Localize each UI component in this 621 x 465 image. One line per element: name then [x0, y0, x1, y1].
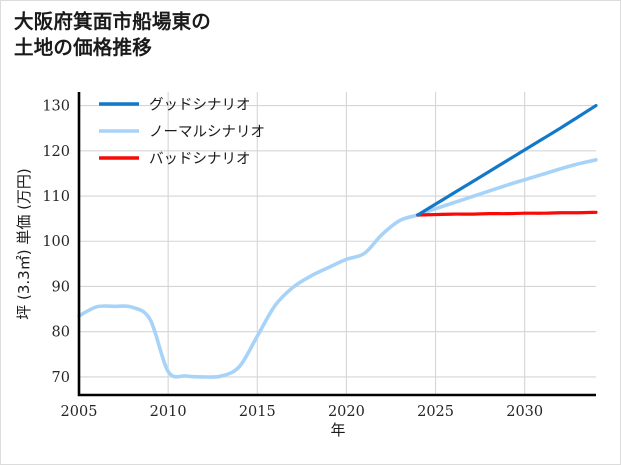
x-tick-label: 2005	[61, 404, 98, 420]
x-tick-label: 2025	[417, 404, 454, 420]
y-tick-label: 110	[42, 189, 70, 205]
y-tick-label: 130	[42, 99, 70, 115]
series-line-グッドシナリオ	[416, 103, 598, 217]
x-axis-tick-labels: 2005 2010 2015 2020 2025 2030	[61, 404, 544, 420]
x-axis-title: 年	[330, 421, 345, 439]
y-axis-tick-labels: 70 80 90 100 110 120 130	[42, 99, 70, 386]
x-tick-label: 2020	[328, 404, 365, 420]
series-line-バッドシナリオ	[416, 210, 598, 217]
axis-spines	[77, 92, 596, 397]
y-tick-label: 100	[42, 234, 70, 250]
y-tick-label: 70	[52, 370, 70, 386]
series-line-ノーマルシナリオ	[77, 158, 598, 379]
page-title: 大阪府箕面市船場東の 土地の価格推移	[14, 10, 212, 59]
y-axis-title: 坪 (3.3㎡) 単価 (万円)	[15, 168, 33, 320]
legend-label-0: グッドシナリオ	[149, 97, 251, 114]
y-tick-label: 90	[52, 279, 70, 295]
legend-label-1: ノーマルシナリオ	[149, 125, 265, 141]
legend-label-2: バッドシナリオ	[149, 152, 251, 168]
y-tick-label: 120	[42, 144, 70, 160]
y-tick-label: 80	[52, 325, 70, 341]
x-tick-label: 2015	[239, 404, 276, 420]
x-tick-label: 2030	[506, 404, 543, 420]
data-series-group	[77, 103, 598, 379]
x-tick-label: 2010	[150, 404, 187, 420]
